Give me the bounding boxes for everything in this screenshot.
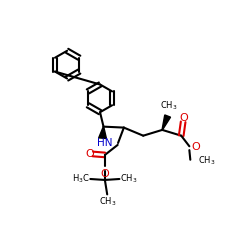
Text: O: O — [180, 113, 188, 123]
Text: CH$_3$: CH$_3$ — [198, 154, 216, 167]
Text: H$_3$C: H$_3$C — [72, 172, 89, 185]
Text: HN: HN — [97, 138, 112, 147]
Polygon shape — [162, 115, 170, 130]
Text: O: O — [101, 169, 110, 179]
Text: O: O — [86, 148, 94, 158]
Text: CH$_3$: CH$_3$ — [120, 172, 138, 185]
Text: CH$_3$: CH$_3$ — [160, 100, 178, 112]
Polygon shape — [99, 126, 106, 138]
Text: O: O — [191, 142, 200, 152]
Text: CH$_3$: CH$_3$ — [99, 195, 116, 208]
